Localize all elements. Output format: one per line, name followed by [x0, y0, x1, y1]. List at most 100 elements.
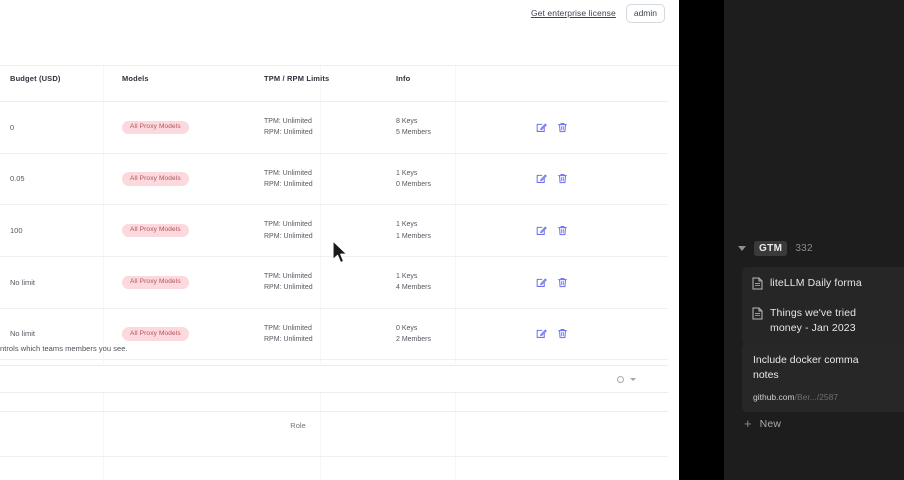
cell-actions [536, 256, 668, 309]
edit-icon[interactable] [536, 328, 547, 339]
teams-table-header-row: USD) Budget (USD) Models TPM / RPM Limit… [0, 74, 668, 102]
new-note-label: New [759, 417, 782, 430]
teams-table-row[interactable]: 470All Proxy Models TPM: Unlimited RPM: Un… [0, 101, 668, 154]
models-badge: All Proxy Models [122, 172, 189, 186]
cell-limits: TPM: Unlimited RPM: Unlimited [264, 101, 396, 154]
note-list-item[interactable]: Things we've tried money - Jan 2023 [742, 297, 904, 345]
chevron-down-icon[interactable] [630, 377, 636, 381]
cell-spend: 9 [0, 204, 10, 257]
column-header-budget: Budget (USD) [10, 74, 122, 102]
cell-limits: TPM: Unlimited RPM: Unlimited [264, 204, 396, 257]
keys-count: 1 Keys [396, 272, 418, 280]
cell-budget: No limit [10, 256, 122, 309]
members-count: 5 Members [396, 129, 432, 137]
trash-icon[interactable] [557, 225, 568, 236]
trash-icon[interactable] [557, 277, 568, 288]
members-count: 1 Members [396, 232, 432, 240]
cell-budget: No limit [10, 308, 122, 361]
cell-actions [536, 153, 668, 206]
keys-count: 1 Keys [396, 221, 418, 229]
tpm-value: TPM: Unlimited [264, 272, 312, 280]
settings-dot-icon[interactable] [617, 375, 624, 383]
note-list-item-highlighted[interactable]: Include docker comma notes github.com/Be… [742, 343, 904, 413]
cell-actions [536, 101, 668, 154]
group-count: 332 [795, 243, 813, 254]
cell-budget: 0.05 [10, 153, 122, 206]
admin-user-button[interactable]: admin [625, 4, 665, 23]
tpm-value: TPM: Unlimited [264, 221, 312, 229]
cell-budget: 100 [10, 204, 122, 257]
note-title: Things we've tried money - Jan 2023 [770, 307, 857, 334]
teams-table-row[interactable]: 9100All Proxy Models TPM: Unlimited RPM: U… [0, 204, 668, 257]
models-badge: All Proxy Models [122, 223, 189, 238]
cell-spend [0, 153, 10, 206]
models-badge: All Proxy Models [122, 275, 189, 290]
trash-icon[interactable] [557, 328, 568, 339]
trash-icon[interactable] [557, 173, 568, 184]
cell-limits: TPM: Unlimited RPM: Unlimited [264, 308, 396, 361]
edit-icon[interactable] [536, 225, 547, 236]
caret-down-icon[interactable] [738, 246, 746, 251]
column-header-actions [536, 74, 668, 102]
teams-table-head: USD) Budget (USD) Models TPM / RPM Limit… [0, 74, 668, 102]
column-header-limits: TPM / RPM Limits [264, 74, 396, 102]
document-icon [752, 277, 763, 295]
note-source-path: /Ber.../2587 [794, 392, 839, 403]
rpm-value: RPM: Unlimited [264, 180, 313, 188]
edit-icon[interactable] [536, 122, 547, 133]
cell-info: 8 Keys 5 Members [396, 101, 536, 154]
cell-models: All Proxy Models [122, 256, 264, 309]
rpm-value: RPM: Unlimited [264, 232, 313, 240]
tpm-value: TPM: Unlimited [264, 169, 312, 177]
members-table-head: Role [0, 393, 668, 457]
cell-info: 1 Keys 0 Members [396, 153, 536, 206]
rpm-value: RPM: Unlimited [264, 129, 313, 137]
keys-count: 8 Keys [396, 118, 418, 125]
keys-count: 1 Keys [396, 169, 418, 177]
cell-actions [536, 204, 668, 257]
cell-models: All Proxy Models [122, 101, 264, 154]
column-header-info: Info [396, 74, 536, 102]
team-members-note: ntrols which teams members you see. [0, 344, 128, 353]
cell-limits: TPM: Unlimited RPM: Unlimited [264, 256, 396, 309]
cell-models: All Proxy Models [122, 308, 264, 361]
members-table: Role [0, 393, 668, 457]
column-header-role: Role [0, 393, 668, 457]
cell-limits: TPM: Unlimited RPM: Unlimited [264, 153, 396, 206]
cell-info: 1 Keys 1 Members [396, 204, 536, 257]
top-bar: Get enterprise license admin [0, 0, 679, 66]
members-filter-control[interactable] [617, 375, 636, 383]
models-badge: All Proxy Models [122, 120, 189, 135]
new-note-button[interactable]: + New [744, 417, 781, 430]
cell-info: 1 Keys 4 Members [396, 256, 536, 309]
tpm-value: TPM: Unlimited [264, 324, 312, 332]
team-members-section: ntrols which teams members you see. Role [0, 344, 668, 457]
notes-group-header[interactable]: GTM 332 [738, 241, 813, 256]
members-count: 2 Members [396, 335, 432, 343]
black-gutter [679, 0, 724, 480]
cell-models: All Proxy Models [122, 204, 264, 257]
cell-actions [536, 308, 668, 361]
cell-spend [0, 308, 10, 361]
column-header-spend: USD) [0, 74, 10, 102]
cell-info: 0 Keys 2 Members [396, 308, 536, 361]
get-enterprise-license-link[interactable]: Get enterprise license [530, 8, 616, 19]
keys-count: 0 Keys [396, 324, 418, 332]
teams-table-row[interactable]: 0.05 All Proxy Models TPM: Unlimited RPM: U… [0, 153, 668, 206]
members-count: 0 Members [396, 180, 432, 188]
edit-icon[interactable] [536, 173, 547, 184]
cell-models: All Proxy Models [122, 153, 264, 206]
trash-icon[interactable] [557, 122, 568, 133]
rpm-value: RPM: Unlimited [264, 335, 313, 343]
top-bar-actions: Get enterprise license admin [531, 4, 665, 23]
edit-icon[interactable] [536, 277, 547, 288]
models-badge: All Proxy Models [122, 327, 189, 341]
group-tag-badge[interactable]: GTM [754, 241, 788, 256]
tpm-value: TPM: Unlimited [264, 118, 312, 125]
column-header-models: Models [122, 74, 264, 102]
document-icon [752, 307, 763, 336]
litellm-admin-pane: Get enterprise license admin USD) Budget… [0, 0, 679, 480]
